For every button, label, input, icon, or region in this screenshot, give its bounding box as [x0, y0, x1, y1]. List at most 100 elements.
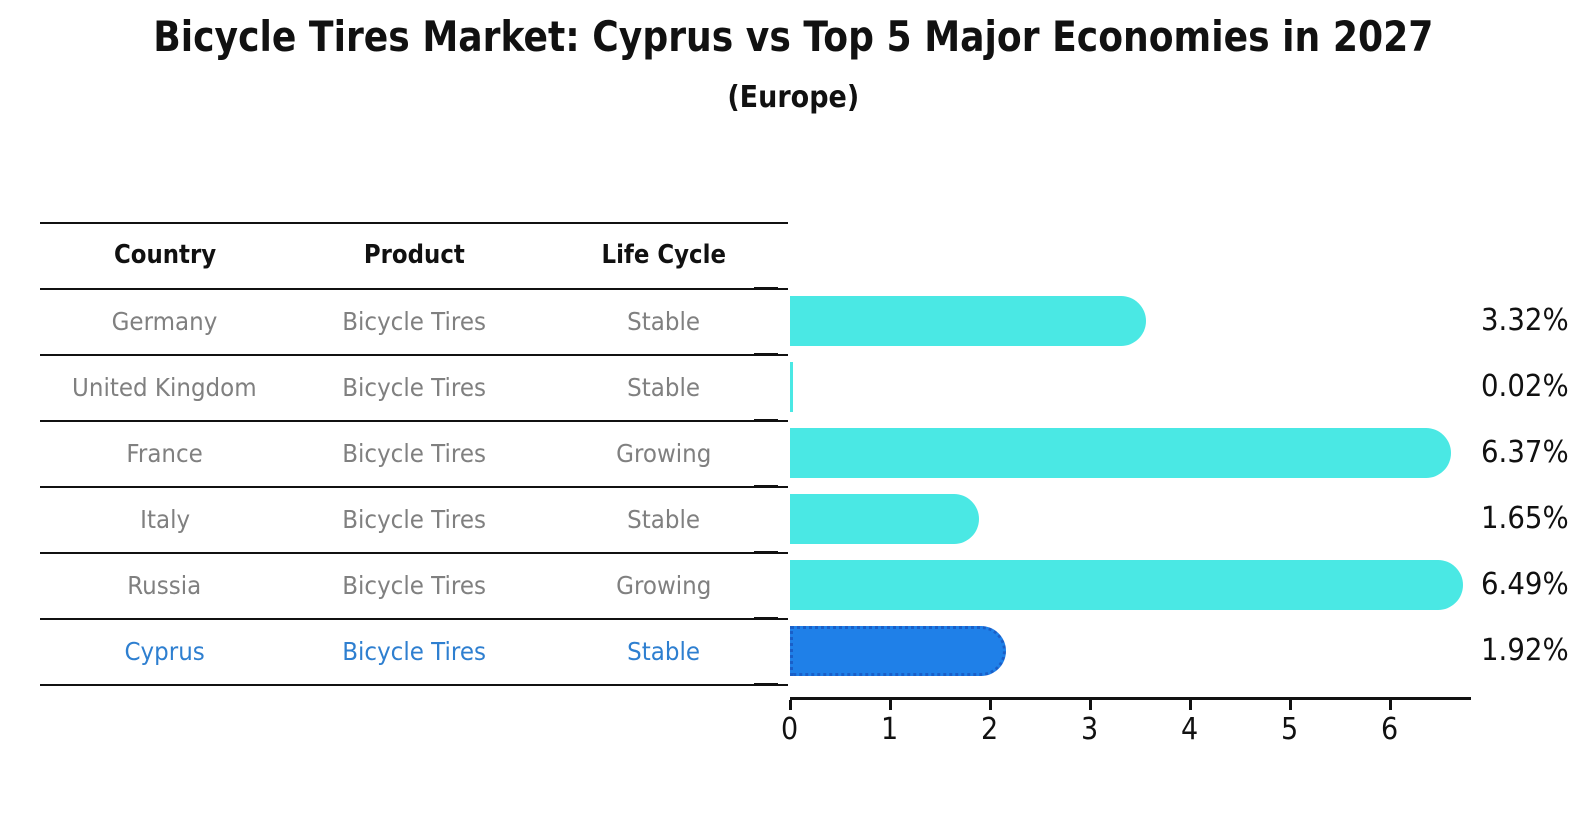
table-row: France Bicycle Tires Growing	[40, 420, 788, 486]
table-cell-country: France	[40, 420, 289, 486]
x-axis-tick-label: 2	[950, 712, 1030, 747]
x-axis-tick-label: 5	[1250, 712, 1330, 747]
x-axis-tick-label: 1	[850, 712, 930, 747]
bar-united-kingdom	[790, 362, 793, 412]
table-cell-product-label: Bicycle Tires	[342, 636, 486, 666]
table-header-product-label: Product	[363, 240, 465, 270]
table-cell-lifecycle: Stable	[539, 354, 788, 420]
x-axis-tick	[789, 700, 792, 710]
x-axis-tick-label-text: 5	[1281, 712, 1299, 747]
table-cell-country: Italy	[40, 486, 289, 552]
x-axis-tick	[889, 700, 892, 710]
value-label: 6.37%	[1481, 433, 1576, 473]
y-axis-tick	[754, 617, 778, 620]
table-cell-product-label: Bicycle Tires	[342, 372, 486, 402]
table-separator-line	[40, 288, 788, 290]
table-cell-country-label: United Kingdom	[72, 372, 257, 402]
x-axis-tick-label-text: 2	[981, 712, 999, 747]
value-label-text: 0.02%	[1481, 369, 1569, 404]
y-axis-tick	[754, 353, 778, 356]
table-cell-product: Bicycle Tires	[289, 618, 538, 684]
table-cell-product-label: Bicycle Tires	[342, 570, 486, 600]
table-cell-lifecycle: Stable	[539, 288, 788, 354]
bar-germany	[790, 296, 1146, 346]
value-label: 0.02%	[1481, 367, 1576, 407]
table-cell-product: Bicycle Tires	[289, 486, 538, 552]
table-cell-country: Cyprus	[40, 618, 289, 684]
y-axis-tick	[754, 485, 778, 488]
y-axis-tick	[754, 683, 778, 686]
table-separator-line	[40, 552, 788, 554]
table-cell-lifecycle-label: Stable	[626, 306, 700, 336]
value-label-text: 3.32%	[1481, 303, 1569, 338]
x-axis-tick-label-text: 0	[781, 712, 799, 747]
y-axis-tick	[754, 419, 778, 422]
table-header-country-label: Country	[113, 240, 216, 270]
value-label: 1.65%	[1481, 499, 1576, 539]
table-cell-product: Bicycle Tires	[289, 552, 538, 618]
x-axis-tick	[1289, 700, 1292, 710]
table-separator-line	[40, 684, 788, 686]
table-cell-country-label: Italy	[139, 504, 190, 534]
x-axis-tick-label-text: 6	[1381, 712, 1399, 747]
table-cell-lifecycle-label: Growing	[615, 438, 711, 468]
table-cell-lifecycle: Growing	[539, 552, 788, 618]
value-label-text: 6.37%	[1481, 435, 1569, 470]
table-cell-country-label: France	[126, 438, 203, 468]
x-axis-tick	[1389, 700, 1392, 710]
x-axis-tick-label: 3	[1050, 712, 1130, 747]
x-axis-tick-label-text: 3	[1081, 712, 1099, 747]
value-label: 3.32%	[1481, 301, 1576, 341]
table-cell-lifecycle: Growing	[539, 420, 788, 486]
x-axis-tick	[989, 700, 992, 710]
x-axis-tick-label: 0	[750, 712, 830, 747]
table-cell-product-label: Bicycle Tires	[342, 504, 486, 534]
bar-france	[790, 428, 1451, 478]
bar-cyprus	[790, 626, 1006, 676]
table-cell-country-label: Germany	[111, 306, 218, 336]
table-row: Germany Bicycle Tires Stable	[40, 288, 788, 354]
x-axis-line	[790, 697, 1471, 700]
x-axis-tick-label-text: 1	[881, 712, 899, 747]
table-cell-lifecycle-label: Stable	[626, 504, 700, 534]
table-cell-product-label: Bicycle Tires	[342, 306, 486, 336]
table-header-lifecycle: Life Cycle	[539, 222, 788, 288]
table-cell-product: Bicycle Tires	[289, 420, 538, 486]
y-axis-tick	[754, 551, 778, 554]
value-label-text: 1.65%	[1481, 501, 1569, 536]
value-label-text: 1.92%	[1481, 633, 1569, 668]
value-label-text: 6.49%	[1481, 567, 1569, 602]
table-cell-product: Bicycle Tires	[289, 354, 538, 420]
table-row: Cyprus Bicycle Tires Stable	[40, 618, 788, 684]
chart-subtitle-text: (Europe)	[727, 80, 859, 115]
table-cell-product-label: Bicycle Tires	[342, 438, 486, 468]
table-header-product: Product	[289, 222, 538, 288]
table-cell-product: Bicycle Tires	[289, 288, 538, 354]
bar-russia	[790, 560, 1463, 610]
table-cell-country-label: Cyprus	[124, 636, 205, 666]
bar-italy	[790, 494, 979, 544]
x-axis-tick-label-text: 4	[1181, 712, 1199, 747]
y-axis-tick	[754, 287, 778, 290]
table-row: Italy Bicycle Tires Stable	[40, 486, 788, 552]
table-cell-country: Germany	[40, 288, 289, 354]
table-separator-line	[40, 420, 788, 422]
table-cell-lifecycle-label: Stable	[626, 636, 700, 666]
table-cell-lifecycle-label: Growing	[615, 570, 711, 600]
table-header-row: Country Product Life Cycle	[40, 222, 788, 288]
table-cell-lifecycle-label: Stable	[626, 372, 700, 402]
table-cell-country: United Kingdom	[40, 354, 289, 420]
value-label: 6.49%	[1481, 565, 1576, 605]
table-header-lifecycle-label: Life Cycle	[601, 240, 726, 270]
table-cell-lifecycle: Stable	[539, 618, 788, 684]
table-header-country: Country	[40, 222, 289, 288]
chart-title: Bicycle Tires Market: Cyprus vs Top 5 Ma…	[0, 12, 1586, 61]
value-label: 1.92%	[1481, 631, 1576, 671]
x-axis-tick-label: 4	[1150, 712, 1230, 747]
table-cell-country: Russia	[40, 552, 289, 618]
table-cell-country-label: Russia	[127, 570, 202, 600]
chart-title-text: Bicycle Tires Market: Cyprus vs Top 5 Ma…	[152, 12, 1434, 61]
x-axis-tick-label: 6	[1350, 712, 1430, 747]
x-axis-tick	[1189, 700, 1192, 710]
